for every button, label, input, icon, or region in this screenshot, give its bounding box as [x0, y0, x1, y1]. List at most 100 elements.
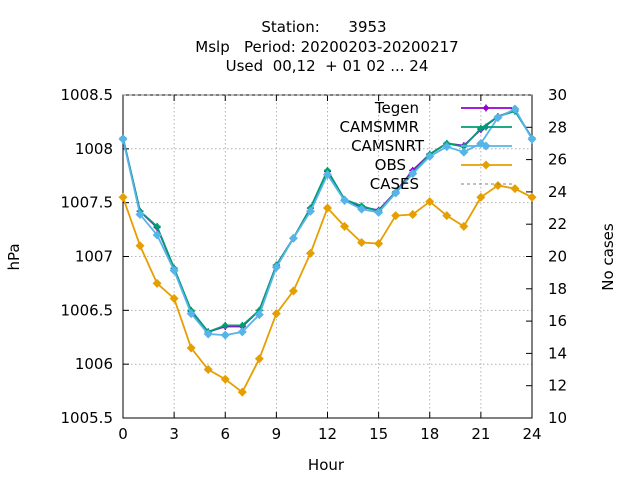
legend-item-cases: CASES [370, 175, 512, 193]
title-line-3: Used 00,12 + 01 02 ... 24 [226, 57, 429, 75]
series-tegen [119, 106, 536, 336]
legend-label: OBS [375, 156, 406, 174]
legend-label: Tegen [374, 99, 419, 117]
diamond-marker [442, 142, 452, 152]
y2-axis-label: No cases [599, 223, 617, 291]
diamond-marker [186, 343, 196, 353]
y2-tick-label: 18 [548, 280, 567, 298]
y2-tick-label: 20 [548, 248, 567, 266]
diamond-marker [186, 309, 196, 319]
x-tick-label: 12 [318, 425, 337, 443]
diamond-marker [408, 169, 418, 179]
diamond-marker [493, 113, 503, 123]
diamond-marker [323, 203, 332, 213]
diamond-marker [357, 204, 367, 214]
x-axis-label: Hour [308, 456, 345, 474]
y2-tick-label: 28 [548, 118, 567, 136]
marker-dot [483, 105, 489, 111]
diamond-marker [425, 151, 435, 161]
grid [123, 95, 532, 418]
x-tick-label: 9 [272, 425, 282, 443]
diamond-marker [510, 184, 520, 194]
diamond-marker [510, 104, 520, 114]
diamond-marker [476, 192, 486, 202]
diamond-marker [374, 239, 384, 249]
y2-tick-label: 26 [548, 151, 567, 169]
diamond-marker [481, 160, 491, 170]
y-tick-label: 1006.5 [61, 301, 114, 319]
diamond-marker [357, 238, 367, 248]
diamond-marker [323, 170, 332, 180]
plus-marker [221, 321, 229, 329]
diamond-marker [442, 211, 452, 221]
axes: 0 3 6 9 12 15 18 21 24 1005.5 1006 1006.5 1007 1007.5… [61, 86, 568, 443]
diamond-marker [237, 327, 247, 337]
title-line-2: Mslp Period: 20200203-20200217 [195, 38, 458, 56]
diamond-marker [391, 188, 401, 198]
diamond-marker [135, 241, 145, 251]
diamond-marker [118, 134, 128, 144]
diamond-marker [169, 265, 179, 275]
diamond-marker [237, 387, 247, 397]
y2-tick-label: 12 [548, 377, 567, 395]
series-camsnrt [118, 104, 537, 340]
legend-item-camsnrt: CAMSNRT [351, 137, 512, 155]
diamond-marker [271, 262, 281, 272]
x-tick-label: 15 [369, 425, 388, 443]
y2-tick-label: 30 [548, 86, 567, 104]
diamond-marker [527, 192, 537, 202]
diamond-marker [459, 221, 469, 231]
y-tick-label: 1007 [75, 248, 113, 266]
x-tick-label: 21 [471, 425, 490, 443]
diamond-marker [254, 310, 264, 320]
series-camsmmr [119, 107, 536, 336]
diamond-marker [203, 365, 213, 375]
chart-title: Station: 3953 Mslp Period: 20200203-2020… [195, 18, 458, 75]
diamond-marker [459, 147, 469, 157]
legend-label: CAMSMMR [339, 118, 419, 136]
y2-tick-label: 14 [548, 344, 567, 362]
diamond-marker [425, 197, 435, 207]
legend-item-camsmmr: CAMSMMR [339, 118, 512, 136]
diamond-marker [374, 207, 384, 217]
y-tick-label: 1007.5 [61, 194, 114, 212]
diamond-marker [220, 330, 230, 340]
title-line-1: Station: 3953 [261, 18, 386, 36]
marker-dot [483, 124, 489, 130]
diamond-marker [305, 248, 315, 258]
diamond-marker [493, 180, 503, 190]
plus-marker [482, 123, 490, 131]
plus-marker [482, 104, 490, 112]
legend-label: CASES [370, 175, 419, 193]
diamond-marker [135, 210, 145, 220]
diamond-marker [169, 293, 179, 303]
y-tick-label: 1006 [75, 355, 113, 373]
y-axis-label: hPa [5, 243, 23, 270]
diamond-marker [527, 134, 537, 144]
legend-item-tegen: Tegen [374, 99, 512, 117]
y2-tick-label: 10 [548, 409, 567, 427]
marker-dot [239, 322, 245, 328]
x-tick-label: 0 [118, 425, 128, 443]
diamond-marker [118, 192, 128, 202]
diamond-marker [340, 196, 350, 206]
diamond-marker [203, 329, 213, 339]
y2-tick-label: 16 [548, 312, 567, 330]
diamond-marker [408, 210, 418, 220]
y2-tick-label: 24 [548, 183, 567, 201]
marker-dot [222, 322, 228, 328]
y-tick-label: 1005.5 [61, 409, 114, 427]
diamond-marker [305, 206, 315, 216]
legend-item-obs: OBS [375, 156, 512, 174]
diamond-marker [481, 141, 491, 151]
plus-marker [153, 222, 161, 230]
y-tick-label: 1008 [75, 140, 113, 158]
series-obs [118, 180, 537, 397]
diamond-marker [391, 211, 401, 221]
diamond-marker [288, 233, 298, 243]
series-line-camsnrt [122, 107, 533, 337]
legend-label: CAMSNRT [351, 137, 425, 155]
diamond-marker [288, 286, 298, 296]
diamond-marker [152, 278, 162, 288]
